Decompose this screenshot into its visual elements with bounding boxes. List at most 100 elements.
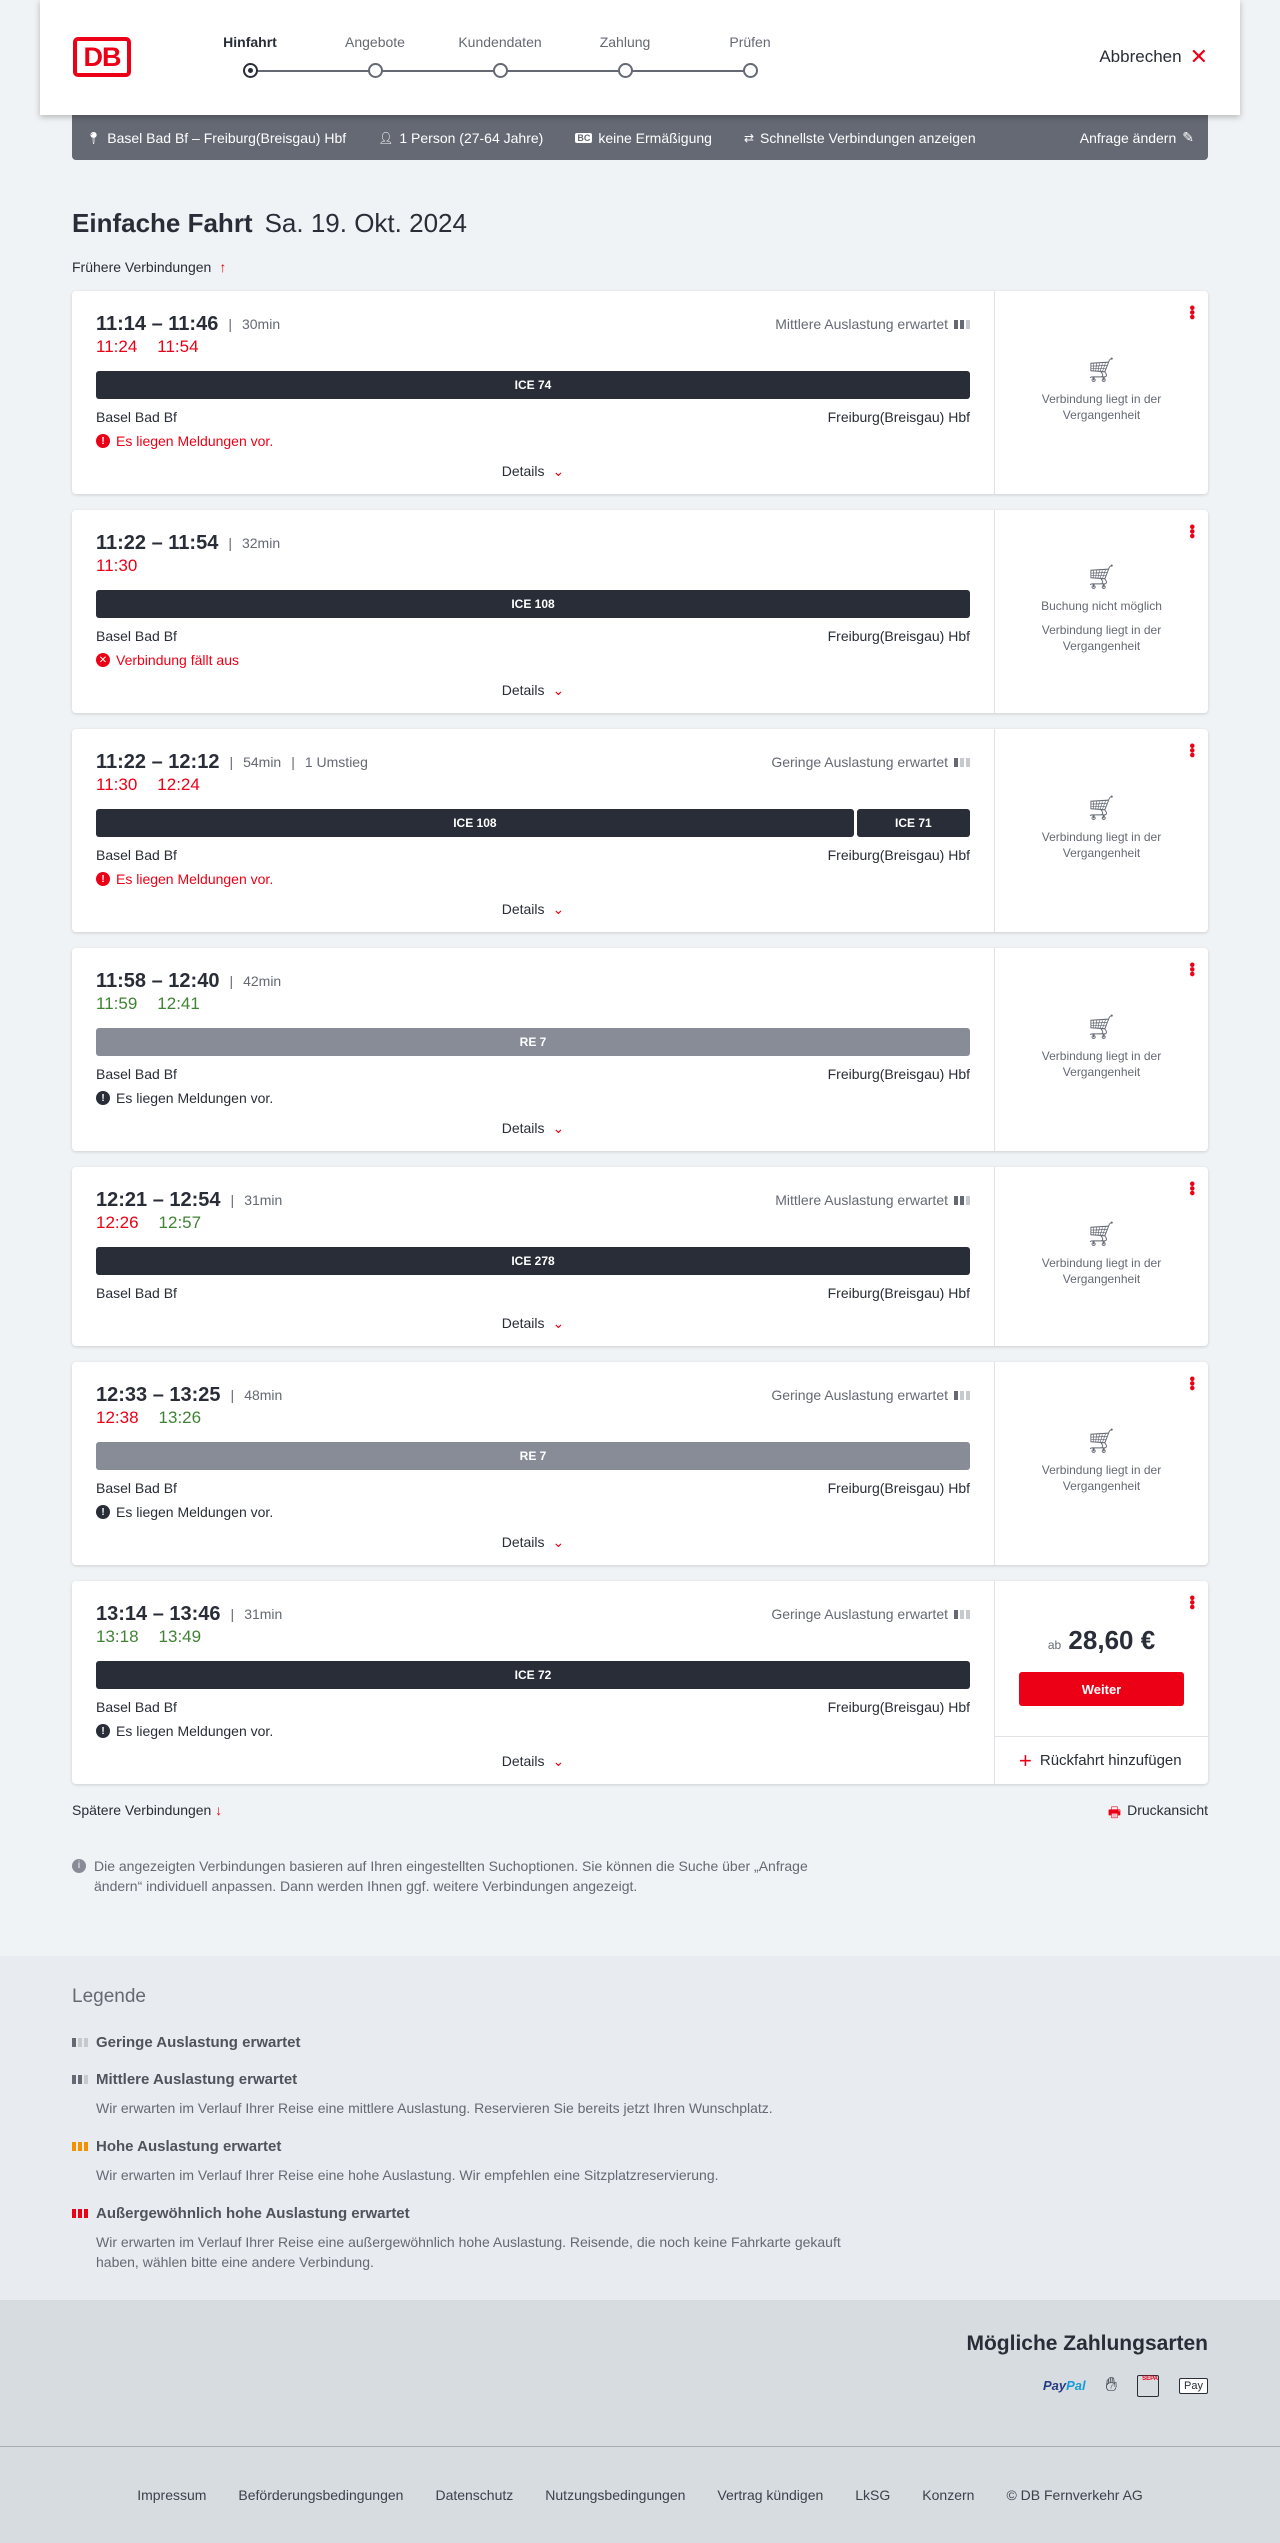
train-segment[interactable]: ICE 108: [96, 809, 854, 837]
connection-card: 12:33 – 13:25 | 48min Geringe Auslastung er…: [72, 1362, 1208, 1565]
earlier-connections-label: Frühere Verbindungen: [72, 259, 212, 275]
connection-message: ! Es liegen Meldungen vor.: [96, 1504, 970, 1520]
planned-times: 12:33 – 13:25: [96, 1383, 221, 1406]
footer-link[interactable]: Impressum: [137, 2487, 207, 2503]
train-segment[interactable]: RE 7: [96, 1442, 970, 1470]
realtime-time: 12:24: [157, 775, 200, 794]
connection-card: 11:22 – 11:54 | 32min 11:30 ICE 108 Basel Bad…: [72, 510, 1208, 713]
realtime-times: 12:38 13:26: [96, 1408, 970, 1432]
footer-link: © DB Fernverkehr AG: [1006, 2487, 1143, 2503]
train-bars: RE 7: [96, 1442, 970, 1470]
occupancy-icon: [954, 757, 970, 767]
trip-date: Sa. 19. Okt. 2024: [264, 208, 467, 238]
later-connections-link[interactable]: Spätere Verbindungen ↓: [72, 1802, 222, 1826]
details-toggle[interactable]: Details ⌄: [96, 1534, 970, 1551]
destination-station: Freiburg(Breisgau) Hbf: [827, 1066, 970, 1082]
step-0: Hinfahrt: [200, 34, 300, 78]
details-label: Details: [501, 1120, 545, 1136]
cart-unavailable-icon: 🛒︎: [1086, 1427, 1117, 1455]
realtime-time: 11:59: [96, 994, 138, 1013]
realtime-time: 11:54: [157, 337, 199, 356]
edit-request-button[interactable]: Anfrage ändern ✎: [1080, 129, 1194, 146]
cart-unavailable-icon: 🛒︎: [1086, 563, 1117, 591]
connection-message: ! Es liegen Meldungen vor.: [96, 433, 970, 449]
realtime-time: 11:30: [96, 775, 138, 794]
occupancy-icon: [954, 1609, 970, 1619]
more-options-icon[interactable]: •••: [1183, 743, 1200, 757]
add-return-button[interactable]: + Rückfahrt hinzufügen: [995, 1736, 1208, 1784]
chevron-down-icon: ⌄: [552, 1120, 565, 1136]
footer-link[interactable]: Nutzungsbedingungen: [545, 2487, 686, 2503]
realtime-times: 12:26 12:57: [96, 1213, 970, 1237]
credit-card-icon: ✋︎: [1105, 2374, 1118, 2396]
occupancy-info: Geringe Auslastung erwartet: [771, 1606, 970, 1622]
more-options-icon[interactable]: •••: [1183, 1595, 1200, 1609]
chevron-down-icon: ⌄: [552, 682, 565, 698]
fastest-connections-toggle[interactable]: ⇄ Schnellste Verbindungen anzeigen: [744, 130, 976, 146]
chevron-down-icon: ⌄: [552, 901, 565, 917]
price-prefix: ab: [1047, 1638, 1062, 1652]
duration: 54min: [243, 754, 282, 770]
details-toggle[interactable]: Details ⌄: [96, 1120, 970, 1137]
step-dot: [243, 63, 258, 78]
more-options-icon[interactable]: •••: [1183, 1376, 1200, 1390]
step-dot: [743, 63, 758, 78]
legend-item: Hohe Auslastung erwartet Wir erwarten im …: [72, 2138, 1208, 2185]
printer-icon: 🖶︎: [1107, 1804, 1122, 1820]
footer-link[interactable]: LkSG: [855, 2487, 891, 2503]
train-segment[interactable]: RE 7: [96, 1028, 970, 1056]
cancel-button[interactable]: Abbrechen ✕: [1099, 46, 1208, 68]
list-footer: Spätere Verbindungen ↓ 🖶︎ Druckansicht: [72, 1802, 1208, 1826]
realtime-time: 11:30: [96, 556, 138, 575]
details-toggle[interactable]: Details ⌄: [96, 682, 970, 699]
train-segment[interactable]: ICE 108: [96, 590, 970, 618]
footer-link[interactable]: Datenschutz: [435, 2487, 514, 2503]
realtime-times: 11:30: [96, 556, 970, 580]
footer-link[interactable]: Konzern: [922, 2487, 975, 2503]
more-options-icon[interactable]: •••: [1183, 524, 1200, 538]
details-label: Details: [501, 1534, 545, 1550]
details-toggle[interactable]: Details ⌄: [96, 463, 970, 480]
more-options-icon[interactable]: •••: [1183, 1181, 1200, 1195]
print-view-link[interactable]: 🖶︎ Druckansicht: [1108, 1802, 1208, 1826]
duration: 31min: [244, 1192, 283, 1208]
footer-link[interactable]: Beförderungsbedingungen: [238, 2487, 404, 2503]
details-toggle[interactable]: Details ⌄: [96, 901, 970, 918]
cart-unavailable-icon: 🛒︎: [1086, 356, 1117, 384]
discount-summary: BC keine Ermäßigung: [575, 130, 712, 146]
occupancy-icon: [954, 1195, 970, 1205]
booking-status: Verbindung liegt in der Vergangenheit: [1041, 1048, 1162, 1079]
train-segment[interactable]: ICE 71: [856, 809, 970, 837]
origin-station: Basel Bad Bf: [96, 628, 177, 644]
continue-button[interactable]: Weiter: [1019, 1672, 1184, 1706]
legend-title: Legende: [72, 1986, 146, 2007]
legend-item-title: Mittlere Auslastung erwartet: [96, 2071, 298, 2088]
planned-times: 13:14 – 13:46: [96, 1602, 221, 1625]
train-bars: ICE 74: [96, 371, 970, 399]
offer-panel: ••• 🛒︎ Verbindung liegt in der Vergangenhe…: [995, 1362, 1208, 1565]
train-segment[interactable]: ICE 278: [96, 1247, 970, 1275]
details-toggle[interactable]: Details ⌄: [96, 1315, 970, 1332]
message-text: Es liegen Meldungen vor.: [116, 871, 274, 887]
message-text: Es liegen Meldungen vor.: [116, 1504, 274, 1520]
occupancy-info: Geringe Auslastung erwartet: [771, 754, 970, 770]
more-options-icon[interactable]: •••: [1183, 962, 1200, 976]
separator: |: [228, 535, 232, 551]
print-view-label: Druckansicht: [1127, 1802, 1208, 1818]
step-2: Kundendaten: [450, 34, 550, 78]
earlier-connections-link[interactable]: Frühere Verbindungen ↑: [72, 259, 1208, 275]
details-toggle[interactable]: Details ⌄: [96, 1753, 970, 1770]
warning-icon: !: [96, 872, 110, 886]
train-segment[interactable]: ICE 72: [96, 1661, 970, 1689]
payment-title: Mögliche Zahlungsarten: [966, 2332, 1208, 2355]
legend-section: Legende Geringe Auslastung erwartet Mittl…: [0, 1956, 1280, 2300]
legend-item-title: Hohe Auslastung erwartet: [96, 2138, 282, 2155]
price-value: 28,60 €: [1068, 1625, 1156, 1655]
more-options-icon[interactable]: •••: [1183, 305, 1200, 319]
train-segment[interactable]: ICE 74: [96, 371, 970, 399]
footer-link[interactable]: Vertrag kündigen: [717, 2487, 824, 2503]
add-return-label: Rückfahrt hinzufügen: [1039, 1752, 1182, 1769]
message-text: Verbindung fällt aus: [116, 652, 239, 668]
legend-item: Außergewöhnlich hohe Auslastung erwartet…: [72, 2205, 1208, 2272]
db-logo[interactable]: DB: [73, 37, 131, 77]
